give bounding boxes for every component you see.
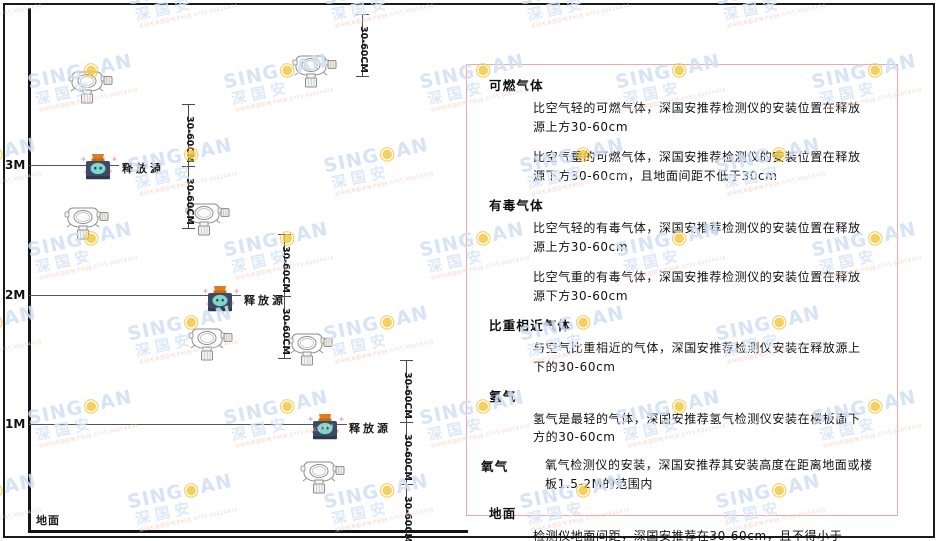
dimension-tick xyxy=(356,76,369,77)
release-source-label-1: 释放源 xyxy=(122,162,164,175)
release-source-1 xyxy=(78,150,118,188)
dimension-label: 30-60CM xyxy=(402,434,413,481)
dimension-tick xyxy=(400,484,413,485)
section-body: 氧气检测仪的安装，深国安推荐其安装高度在距离地面或楼板1.5-2M的范围内 xyxy=(545,456,875,494)
release-source-2 xyxy=(200,282,240,320)
release-source-icon xyxy=(203,286,239,312)
axis-label-1m: 1M xyxy=(5,417,26,431)
section-heading: 地面 xyxy=(489,506,517,522)
dimension-tick xyxy=(278,296,291,297)
level-line-2m xyxy=(29,295,241,296)
section-heading: 氧气 xyxy=(481,459,509,475)
dimension-tick xyxy=(182,228,195,229)
gas-detector-icon xyxy=(188,328,233,361)
dimension-group-2: 30-60CM 30-60CM xyxy=(182,104,196,229)
dimension-label: 30-60CM xyxy=(402,372,413,419)
detector-7 xyxy=(300,458,346,502)
dimension-tick xyxy=(278,358,291,359)
watermark-contact: 深圳市深国安电子科技 0755-66614434 xyxy=(530,3,631,31)
dimension-stem xyxy=(362,14,363,76)
section-body: 与空气比重相近的气体，深国安推荐检测仪安装在释放源上下的30-60cm xyxy=(533,339,883,377)
dimension-label: 30-60CM xyxy=(184,178,195,225)
installation-height-diagram: 3M 2M 1M 地面 释放源 释放源 释放源 30-60CM 30-60CM 30-60CM 30… xyxy=(5,8,468,541)
gas-detector-icon xyxy=(292,55,337,88)
guideline-section-1: 可燃气体比空气轻的可燃气体，深国安推荐检测仪的安装位置在释放源上方30-60cm… xyxy=(481,75,883,186)
section-body: 比空气轻的有毒气体，深国安推荐检测仪的安装位置在释放源上方30-60cm 比空气重… xyxy=(533,219,883,306)
section-paragraph: 与空气比重相近的气体，深国安推荐检测仪安装在释放源上下的30-60cm xyxy=(533,340,861,374)
section-heading: 可燃气体 xyxy=(489,78,544,93)
section-heading: 比重相近气体 xyxy=(489,317,572,333)
dimension-tick xyxy=(356,14,369,15)
watermark-brand: SING◉AN xyxy=(518,0,626,10)
release-source-icon xyxy=(308,414,344,440)
detector-4 xyxy=(185,200,231,244)
detector-2 xyxy=(292,52,338,96)
ground-label: 地面 xyxy=(36,514,60,527)
watermark-chinese: 深国安 xyxy=(721,0,785,25)
section-paragraph: 比空气轻的有毒气体，深国安推荐检测仪的安装位置在释放源上方30-60cm xyxy=(533,220,861,254)
dimension-label: 30-60CM xyxy=(358,26,369,73)
guideline-section-6: 地面检测仪地面间距，深国安推荐在30-60cm，且不得小于30cm，因为过低容易… xyxy=(481,503,883,541)
section-paragraph: 氢气是最轻的气体，深国安推荐氢气检测仪安装在楼板面下方的30-60cm xyxy=(533,411,861,445)
axis-label-3m: 3M xyxy=(5,158,26,172)
section-paragraph: 比空气重的可燃气体，深国安推荐检测仪的安装位置在释放源下方30-60cm，且地面… xyxy=(533,149,861,183)
section-heading: 有毒气体 xyxy=(489,197,544,213)
dimension-label: 30-60CM xyxy=(280,246,291,293)
section-paragraph: 氧气检测仪的安装，深国安推荐其安装高度在距离地面或楼板1.5-2M的范围内 xyxy=(545,458,873,492)
watermark-brand: SING◉AN xyxy=(714,0,822,10)
dimension-tick xyxy=(400,422,413,423)
release-source-icon xyxy=(81,154,117,180)
dimension-label: 30-60CM xyxy=(184,116,195,163)
gas-detector-icon xyxy=(68,71,113,104)
section-body: 检测仪地面间距，深国安推荐在30-60cm，且不得小于30cm，因为过低容易水溅… xyxy=(533,527,883,541)
release-source-label-3: 释放源 xyxy=(349,422,391,435)
dimension-label: 30-60CM xyxy=(280,308,291,355)
guideline-section-4: 氢气 氢气是最轻的气体，深国安推荐氢气检测仪安装在楼板面下方的30-60cm xyxy=(481,386,883,448)
axis-label-2m: 2M xyxy=(5,288,26,302)
section-body: 比空气轻的可燃气体，深国安推荐检测仪的安装位置在释放源上方30-60cm 比空气重… xyxy=(533,99,883,186)
dimension-label: 30-60CM xyxy=(402,496,413,541)
section-paragraph: 检测仪地面间距，深国安推荐在30-60cm，且不得小于30cm，因为过低容易水溅… xyxy=(533,529,843,541)
guideline-section-2: 有毒气体比空气轻的有毒气体，深国安推荐检测仪的安装位置在释放源上方30-60cm… xyxy=(481,195,883,306)
section-paragraph: 比空气轻的可燃气体，深国安推荐检测仪的安装位置在释放源上方30-60cm xyxy=(533,101,861,134)
release-source-label-2: 释放源 xyxy=(244,294,286,307)
dimension-tick xyxy=(182,104,195,105)
dimension-stem xyxy=(406,360,407,541)
detector-5 xyxy=(188,325,234,369)
release-source-3 xyxy=(305,410,345,448)
gas-detector-icon xyxy=(64,207,109,240)
detector-1 xyxy=(68,68,114,112)
gas-detector-icon xyxy=(185,203,230,236)
watermark-chinese: 深国安 xyxy=(525,0,589,25)
section-paragraph: 比空气重的有毒气体，深国安推荐检测仪的安装位置在释放源下方30-60cm xyxy=(533,269,861,303)
section-heading: 氢气 xyxy=(489,388,517,404)
guideline-section-3: 比重相近气体与空气比重相近的气体，深国安推荐检测仪安装在释放源上下的30-60c… xyxy=(481,315,883,377)
vertical-axis xyxy=(28,8,31,532)
dimension-tick xyxy=(182,166,195,167)
gas-detector-icon xyxy=(288,333,333,366)
guideline-section-5: 氧气 氧气检测仪的安装，深国安推荐其安装高度在距离地面或楼板1.5-2M的范围内 xyxy=(481,456,883,494)
detector-6 xyxy=(288,330,334,374)
ground-baseline xyxy=(28,530,468,533)
dimension-group-3: 30-60CM 30-60CM xyxy=(278,234,292,359)
gas-guidelines-panel: 可燃气体比空气轻的可燃气体，深国安推荐检测仪的安装位置在释放源上方30-60cm… xyxy=(466,64,898,541)
dimension-group-1: 30-60CM xyxy=(356,14,370,77)
gas-detector-icon xyxy=(300,461,345,494)
level-line-1m xyxy=(29,424,347,425)
dimension-tick xyxy=(400,360,413,361)
dimension-tick xyxy=(278,234,291,235)
detector-3 xyxy=(64,204,110,248)
dimension-group-4: 30-60CM 30-60CM 30-60CM xyxy=(400,360,414,541)
section-body: 氢气是最轻的气体，深国安推荐氢气检测仪安装在楼板面下方的30-60cm xyxy=(533,410,883,448)
watermark-contact: 深圳市深国安电子科技 0755-66614434 xyxy=(726,3,827,31)
level-line-3m xyxy=(29,165,119,166)
